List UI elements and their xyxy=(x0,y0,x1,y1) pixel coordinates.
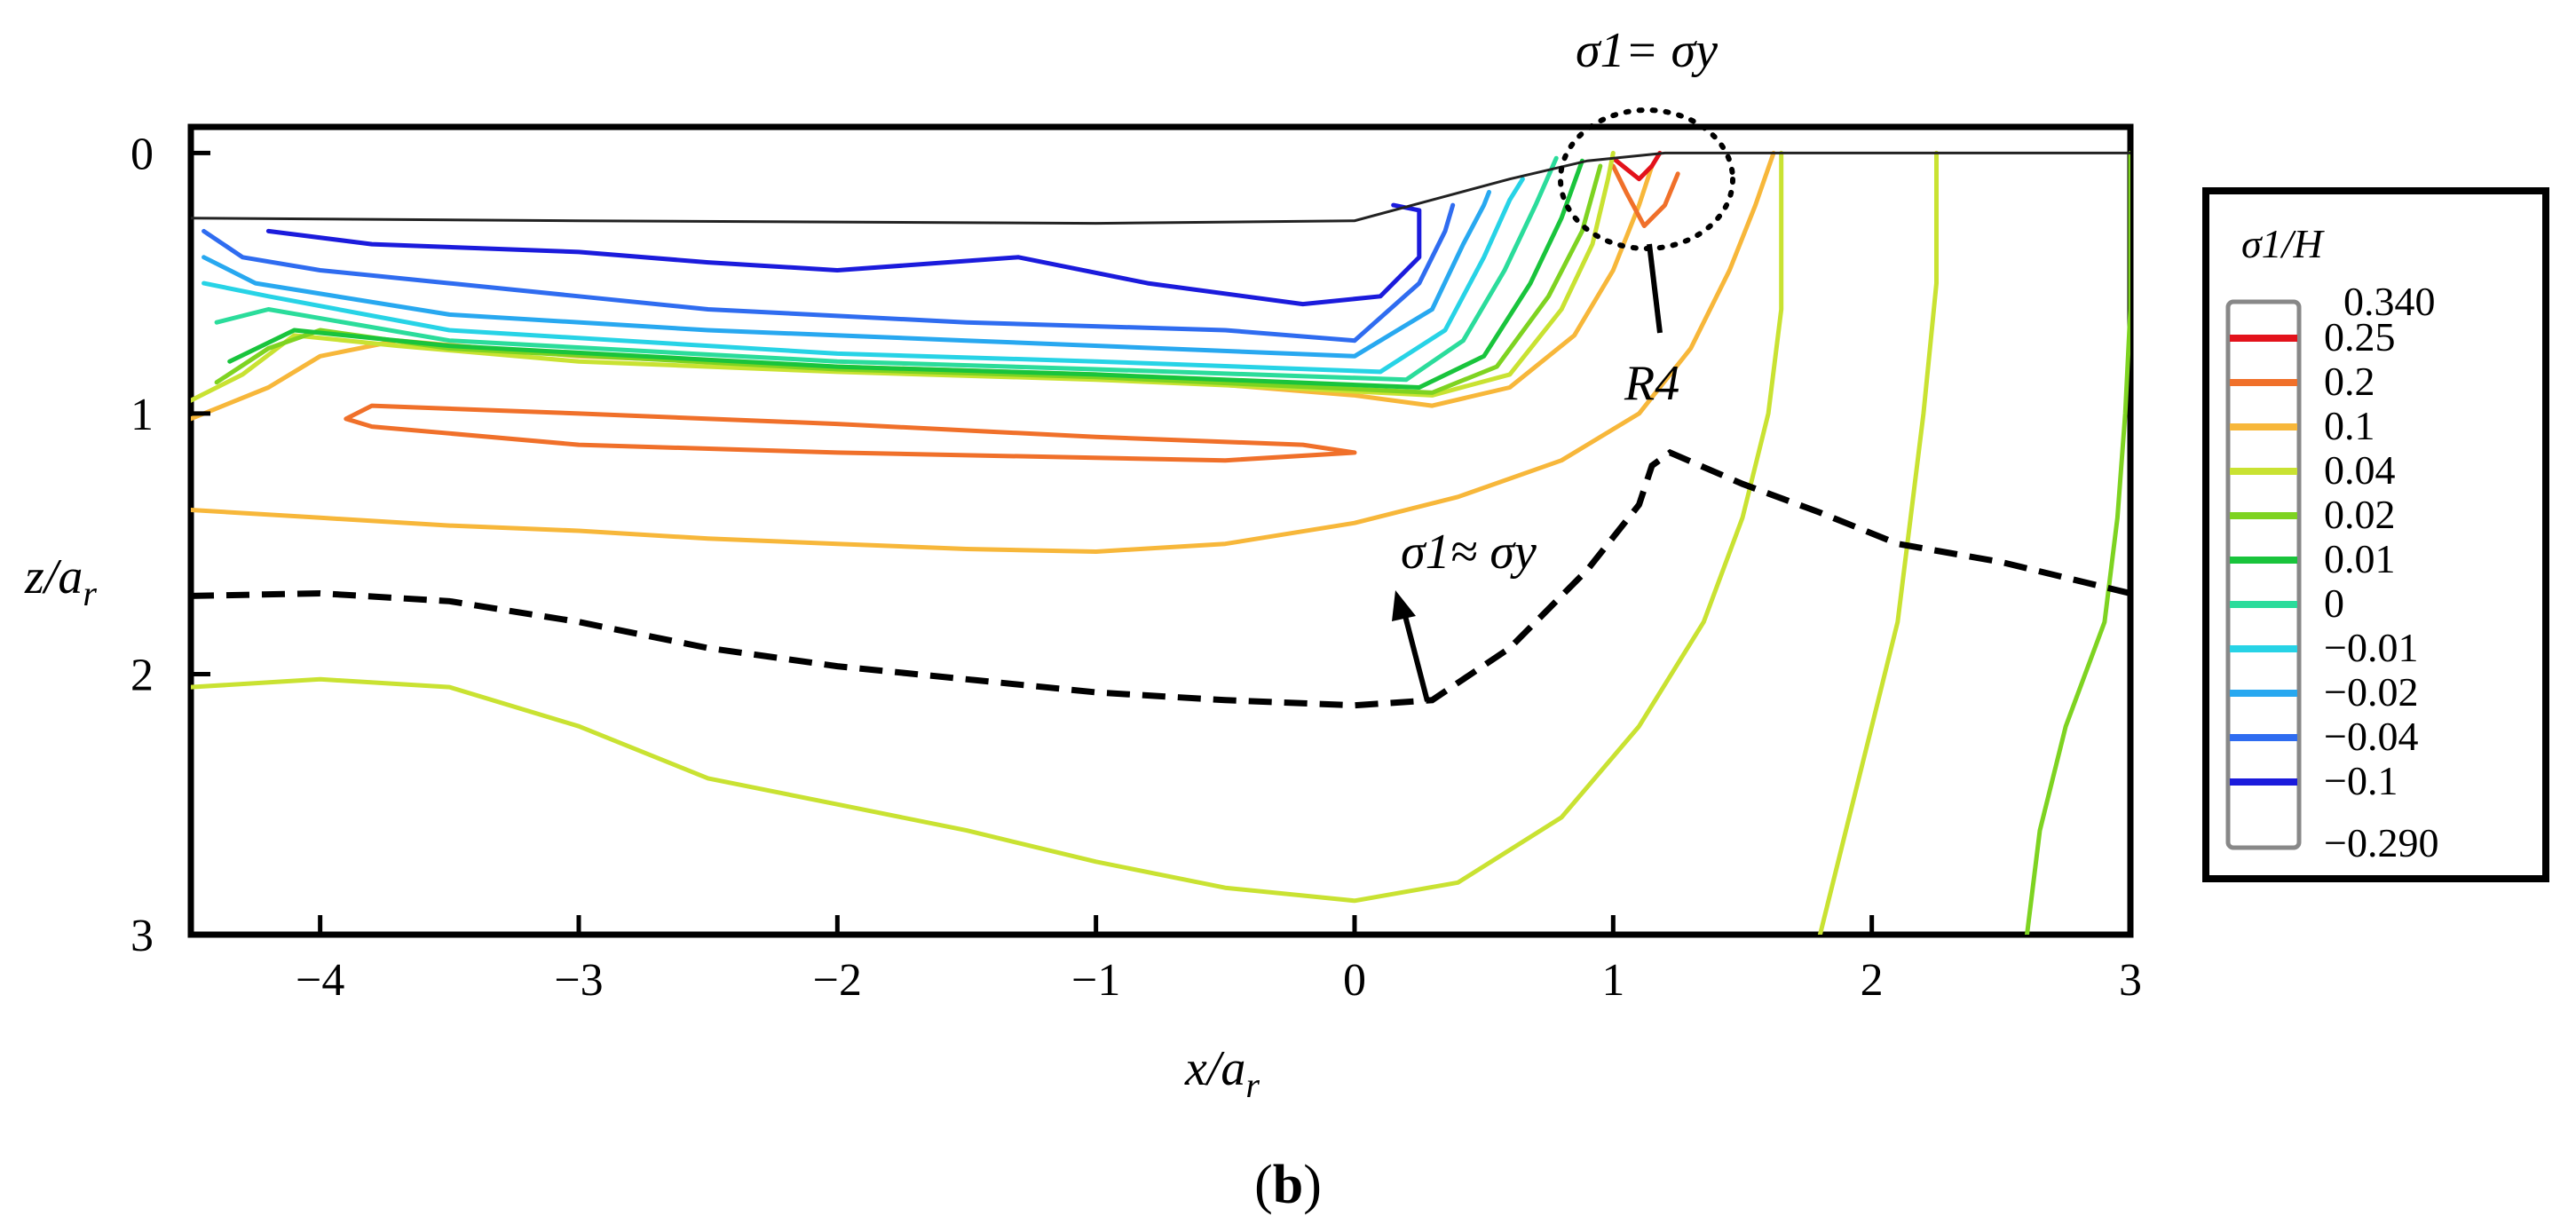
region-pointer-line xyxy=(1647,243,1663,334)
contour-line-11 xyxy=(214,155,1559,383)
contour-line-7 xyxy=(1610,150,1663,182)
contour-line-12 xyxy=(201,177,1525,375)
legend-item-label: −0.02 xyxy=(2324,669,2418,715)
legend-item-label: 0.1 xyxy=(2324,403,2375,448)
contour-line-1 xyxy=(1817,150,1939,935)
x-tick-label: 3 xyxy=(2119,955,2142,1006)
contour-line-9 xyxy=(214,163,1603,395)
contour-line-14 xyxy=(201,202,1456,344)
contour-line-5 xyxy=(344,403,1357,463)
plot-frame xyxy=(187,123,2134,938)
contour-line-3 xyxy=(191,150,1776,554)
x-axis-label: x/ar xyxy=(1184,1041,1260,1105)
legend-title: σ1/H xyxy=(2241,221,2325,266)
legend-colorbar-outline xyxy=(2225,299,2302,850)
contour-line-10 xyxy=(227,158,1584,390)
x-tick-label: −3 xyxy=(554,955,603,1006)
contour-line-13 xyxy=(201,189,1491,359)
x-tick-label: 2 xyxy=(1861,955,1884,1006)
legend: σ1/H 0.340 0.250.20.10.040.020.010−0.01−… xyxy=(2202,187,2549,882)
legend-item-label: 0.04 xyxy=(2324,447,2396,493)
y-tick-label: 3 xyxy=(130,911,154,961)
y-tick-label: 0 xyxy=(130,129,154,179)
legend-item-label: 0.01 xyxy=(2324,536,2396,581)
contour-line-2 xyxy=(2025,150,2130,935)
contour-line-6 xyxy=(1610,163,1680,228)
surface-line xyxy=(191,151,2130,225)
legend-item-label: −0.04 xyxy=(2324,714,2418,759)
legend-item-label: −0.01 xyxy=(2324,625,2418,670)
yield-arrow-shaft xyxy=(1402,612,1430,702)
y-tick-label: 2 xyxy=(130,650,154,700)
contour-lines xyxy=(191,150,2130,935)
legend-item-label: −0.1 xyxy=(2324,758,2398,803)
figure-caption: (b) xyxy=(1254,1155,1322,1215)
annotation-yield-top: σ1= σy xyxy=(1576,23,1718,78)
legend-frame xyxy=(2202,187,2549,882)
x-tick-label: 1 xyxy=(1601,955,1624,1006)
x-tick-label: −1 xyxy=(1071,955,1120,1006)
contour-line-0 xyxy=(191,150,1784,904)
y-tick-label: 1 xyxy=(130,390,154,440)
x-tick-label: 0 xyxy=(1343,955,1366,1006)
contour-line-15 xyxy=(265,202,1422,307)
yield-boundary-dashed xyxy=(191,448,2130,709)
legend-items: 0.250.20.10.040.020.010−0.01−0.02−0.04−0… xyxy=(2230,314,2418,803)
x-tick-label: −2 xyxy=(813,955,862,1006)
annotation-region-label: R4 xyxy=(1624,356,1679,411)
legend-item-label: 0.02 xyxy=(2324,492,2396,537)
yield-arrow-head xyxy=(1392,590,1416,621)
contour-line-8 xyxy=(191,150,1616,403)
yield-region-circle xyxy=(1558,107,1735,251)
legend-min-label: −0.290 xyxy=(2324,820,2438,865)
x-tick-label: −4 xyxy=(296,955,344,1006)
legend-item-label: 0 xyxy=(2324,580,2344,626)
y-axis-ticks: 0 1 2 3 xyxy=(130,129,210,961)
legend-max-label: 0.340 xyxy=(2343,279,2436,324)
legend-item-label: 0.2 xyxy=(2324,359,2375,404)
annotation-yield-approx: σ1≈ σy xyxy=(1401,525,1537,580)
x-axis-ticks: −4 −3 −2 −1 0 1 2 3 xyxy=(296,915,2142,1006)
y-axis-label: z/ar xyxy=(24,549,97,613)
legend-item-label: 0.25 xyxy=(2324,314,2396,359)
